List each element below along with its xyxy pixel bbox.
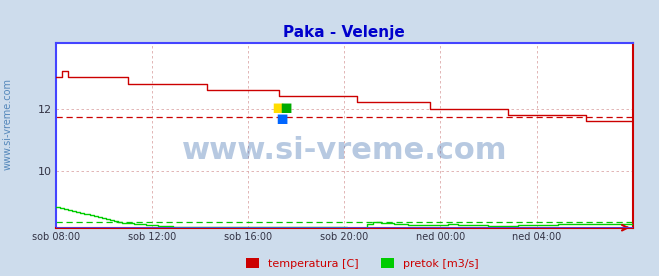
Text: www.si-vreme.com: www.si-vreme.com — [182, 136, 507, 164]
Text: ▪: ▪ — [272, 98, 285, 117]
Title: Paka - Velenje: Paka - Velenje — [283, 25, 405, 40]
Text: ▪: ▪ — [275, 109, 289, 128]
Text: www.si-vreme.com: www.si-vreme.com — [3, 78, 13, 170]
Text: ▪: ▪ — [279, 98, 293, 117]
Legend: temperatura [C], pretok [m3/s]: temperatura [C], pretok [m3/s] — [242, 254, 483, 273]
